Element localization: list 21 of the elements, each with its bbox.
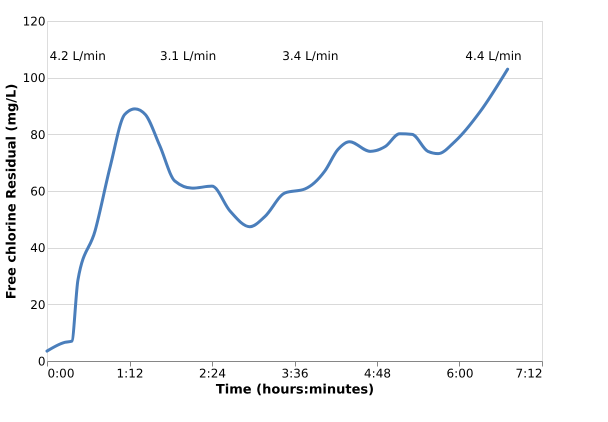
y-tick-label: 60 <box>30 184 46 198</box>
y-tick-label: 120 <box>22 14 46 28</box>
annotation: 4.2 L/min <box>50 49 106 63</box>
y-tick-label: 100 <box>22 71 46 86</box>
y-tick-label: 80 <box>30 128 46 142</box>
x-tick-label: 2:24 <box>199 366 226 380</box>
x-tick-label: 3:36 <box>282 366 308 380</box>
line-series <box>46 68 510 353</box>
x-tick-label: 0:00 <box>48 366 74 380</box>
y-axis-title: Free chlorine Residual (mg/L) <box>4 84 20 300</box>
x-tick-label: 1:12 <box>116 366 144 380</box>
x-tick-label: 7:12 <box>516 366 542 380</box>
annotation: 3.4 L/min <box>282 49 338 63</box>
x-axis-title: Time (hours:minutes) <box>216 382 374 398</box>
x-tick-label: 6:00 <box>446 366 474 380</box>
y-tick-label: 0 <box>38 354 46 368</box>
y-tick-label: 20 <box>30 298 46 312</box>
annotation: 4.4 L/min <box>465 49 522 63</box>
y-tick-label: 40 <box>30 241 46 256</box>
x-tick-label: 4:48 <box>364 366 391 380</box>
annotation: 3.1 L/min <box>160 49 216 63</box>
